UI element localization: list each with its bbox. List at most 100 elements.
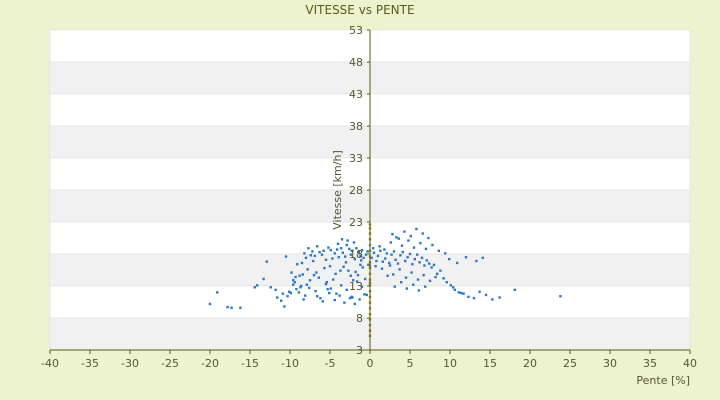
data-point [324,282,328,286]
data-point [412,246,416,249]
data-point [404,259,407,263]
data-point [424,285,427,288]
data-point [404,276,408,279]
data-point [422,273,425,277]
data-point [431,243,434,247]
data-point [386,274,389,277]
data-point [333,252,336,255]
data-point [216,291,219,294]
data-point [413,257,416,261]
data-point [409,234,412,238]
data-point [336,248,339,251]
data-point [314,289,317,293]
data-point [296,263,299,266]
data-point [323,266,326,270]
data-point [329,248,332,252]
data-point [353,302,356,306]
x-axis-ticks: -40 -35 -30 -25 -20 -15 -10 -5 0 5 10 15 20 25 30 35 40 [41,350,697,370]
data-point [412,283,415,286]
data-point [352,279,355,282]
x-tick-label: 15 [483,357,497,370]
data-point [452,286,455,289]
data-point [420,256,424,260]
data-point [336,242,340,245]
data-point [274,288,277,292]
data-point [360,248,364,252]
data-point [301,273,304,276]
data-point [331,257,334,260]
x-axis-label: Pente [%] [636,374,690,387]
data-point [352,241,356,244]
data-point [299,286,302,289]
data-point [400,280,403,284]
data-point [318,250,321,254]
data-point [498,296,501,299]
data-point [349,253,352,256]
data-point [324,258,328,261]
data-point [411,263,414,266]
data-point [269,286,272,289]
data-point [298,274,301,277]
data-point [362,256,365,260]
data-point [417,289,420,292]
data-point [401,250,404,254]
data-point [349,274,352,277]
x-tick-label: -35 [81,357,99,370]
data-point [424,247,428,251]
data-point [304,256,308,260]
data-point [365,293,368,297]
data-point [439,269,442,272]
data-point [481,256,484,260]
data-point [491,298,494,301]
x-tick-label: -10 [281,357,299,370]
data-point [408,252,412,256]
data-point [341,251,344,254]
y-tick-label: 28 [349,184,363,197]
y-tick-label: 33 [349,152,363,165]
data-point [393,285,396,288]
y-tick-label: 43 [349,88,363,101]
data-point [342,265,345,268]
data-point [400,244,404,247]
data-point [253,286,256,289]
data-point [353,257,356,261]
y-tick-label: 48 [349,56,363,69]
data-point [380,267,384,270]
data-point [208,302,212,306]
data-point [334,272,337,276]
x-tick-label: 0 [367,357,374,370]
data-point [464,256,468,259]
data-point [300,261,304,265]
data-point [437,249,440,252]
data-point [357,250,360,254]
data-point [290,271,293,274]
data-point [311,250,314,253]
data-point [472,296,476,300]
data-point [445,280,448,284]
data-point [405,287,408,290]
data-point [381,260,384,263]
y-tick-label: 38 [349,120,363,133]
data-point [475,259,478,263]
data-point [319,296,322,300]
data-point [366,250,369,253]
data-point [316,245,319,248]
data-point [320,253,324,256]
data-point [345,288,348,292]
data-point [288,290,291,293]
data-point [457,291,460,294]
data-point [432,263,436,267]
data-point [333,298,336,302]
data-point [367,263,370,267]
x-tick-label: 20 [523,357,537,370]
data-point [394,258,397,261]
data-point [256,284,259,287]
data-point [344,255,347,258]
data-point [449,284,452,287]
data-point [407,239,410,242]
data-point [276,296,279,299]
data-point [307,247,310,250]
data-point [388,264,392,267]
data-point [434,275,437,279]
data-point [265,260,268,263]
